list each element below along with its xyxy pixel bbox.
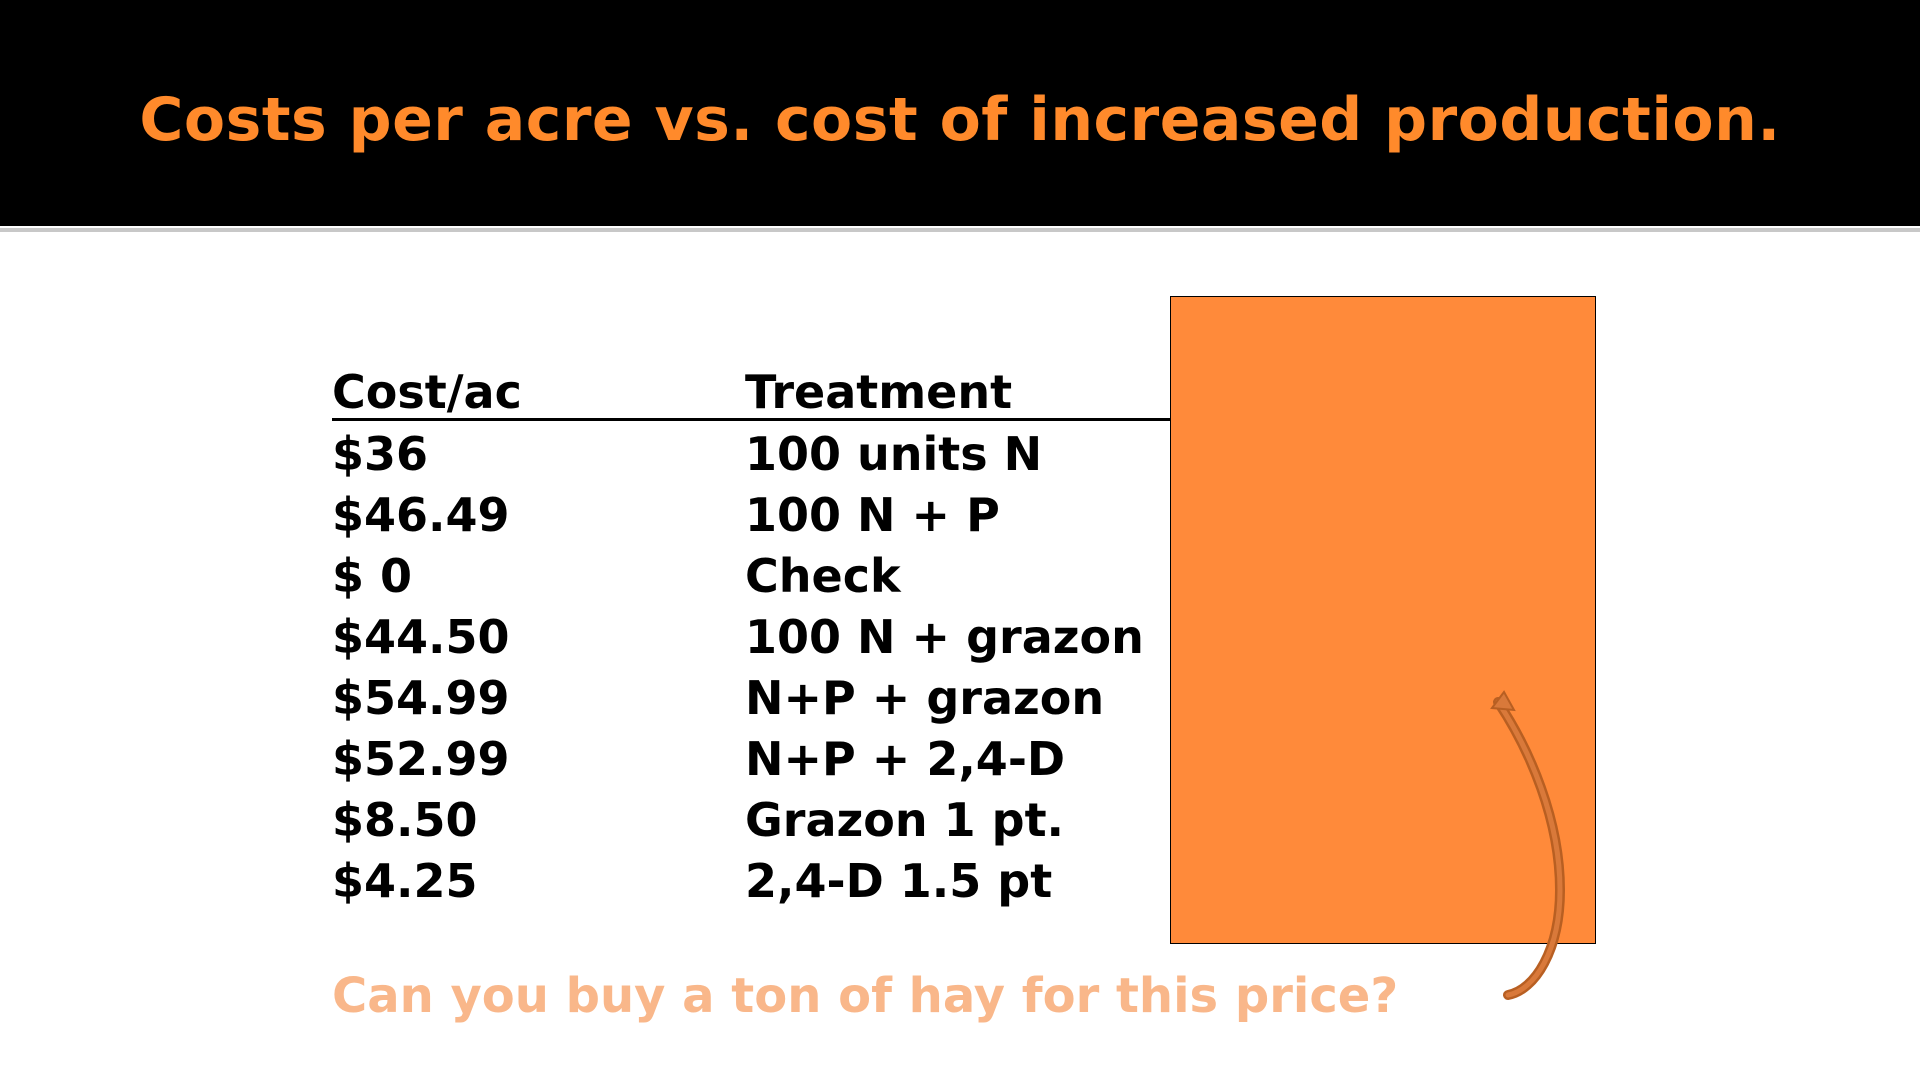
header-treatment: Treatment [745,365,1013,419]
treatment-cell: 100 N + P [745,488,1000,542]
curved-arrow-icon [1490,690,1566,1000]
cost-cell: $46.49 [332,488,510,542]
cost-cell: $54.99 [332,671,510,725]
cost-cell: $52.99 [332,732,510,786]
cost-table: Cost/ac Treatment $36 100 units N $46.49… [332,362,1172,912]
closing-question: Can you buy a ton of hay for this price? [332,968,1399,1024]
cost-cell: $ 0 [332,549,413,603]
cost-cell: $44.50 [332,610,510,664]
table-row: $8.50 Grazon 1 pt. [332,790,1172,851]
table-row: $4.25 2,4-D 1.5 pt [332,851,1172,912]
highlight-box [1170,296,1596,944]
table-row: $ 0 Check [332,546,1172,607]
treatment-cell: N+P + 2,4-D [745,732,1066,786]
header-cost: Cost/ac [332,365,522,419]
table-row: $46.49 100 N + P [332,485,1172,546]
treatment-cell: 100 N + grazon [745,610,1144,664]
cost-cell: $4.25 [332,854,478,908]
title-bar [0,0,1920,226]
treatment-cell: Check [745,549,901,603]
treatment-cell: 2,4-D 1.5 pt [745,854,1053,908]
table-header-row: Cost/ac Treatment [332,362,1172,421]
table-row: $54.99 N+P + grazon [332,668,1172,729]
table-row: $44.50 100 N + grazon [332,607,1172,668]
cost-cell: $8.50 [332,793,478,847]
table-row: $36 100 units N [332,424,1172,485]
title-divider [0,228,1920,232]
table-row: $52.99 N+P + 2,4-D [332,729,1172,790]
treatment-cell: N+P + grazon [745,671,1105,725]
treatment-cell: 100 units N [745,427,1043,481]
slide-title: Costs per acre vs. cost of increased pro… [139,85,1781,155]
cost-cell: $36 [332,427,429,481]
treatment-cell: Grazon 1 pt. [745,793,1065,847]
